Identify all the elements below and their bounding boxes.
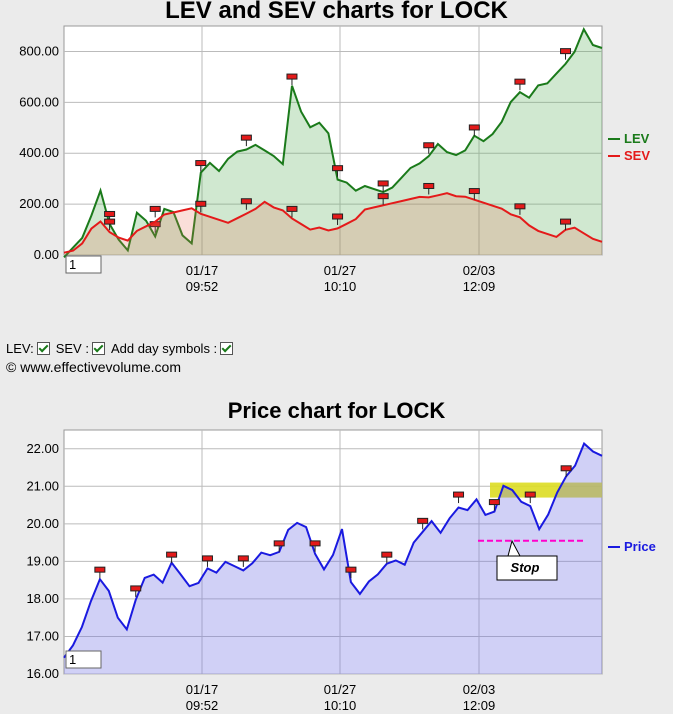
lev-checkbox[interactable] bbox=[36, 342, 50, 355]
y-tick-label: 800.00 bbox=[19, 43, 59, 58]
series-area-lev bbox=[64, 29, 602, 258]
lev-label: LEV: bbox=[6, 341, 34, 356]
series-area-sev bbox=[64, 193, 602, 255]
x-tick-date: 02/03 bbox=[463, 682, 496, 697]
day-symbol-marker bbox=[286, 205, 298, 212]
day-symbol-marker bbox=[201, 555, 213, 562]
legend-label-sev: SEV bbox=[624, 148, 650, 163]
legend-label-price: Price bbox=[624, 539, 656, 554]
stop-callout bbox=[496, 539, 558, 581]
series-line-lev bbox=[63, 27, 603, 258]
y-tick-label: 0.00 bbox=[34, 247, 59, 262]
day-symbol-marker bbox=[240, 134, 252, 141]
legend-label-lev: LEV bbox=[624, 131, 650, 146]
chart-title-price: Price chart for LOCK bbox=[227, 398, 446, 423]
chart-panel-1: 16.00 17.00 18.00 19.00 20.00 21.00 22.00 01/17… bbox=[26, 429, 656, 713]
y-tick-label: 600.00 bbox=[19, 94, 59, 109]
day-symbol-marker bbox=[524, 491, 536, 498]
y-tick-label: 19.00 bbox=[26, 553, 59, 568]
series-area-price bbox=[64, 443, 602, 674]
day-symbol-marker bbox=[104, 210, 116, 217]
series-line-price bbox=[63, 441, 603, 659]
price-band bbox=[490, 482, 602, 498]
day-symbol-marker bbox=[560, 465, 572, 472]
day-symbol-marker bbox=[417, 517, 429, 524]
x-tick-date: 01/27 bbox=[324, 263, 357, 278]
day-symbol-marker bbox=[309, 540, 321, 547]
y-tick-label: 22.00 bbox=[26, 441, 59, 456]
day-symbol-marker bbox=[514, 203, 526, 210]
day-symbol-marker bbox=[468, 188, 480, 195]
day-symbol-marker bbox=[453, 491, 465, 498]
page-number-label: 1 bbox=[69, 652, 76, 667]
page-number-box bbox=[65, 255, 102, 274]
x-tick-time: 09:52 bbox=[186, 279, 219, 294]
x-tick-time: 10:10 bbox=[324, 279, 357, 294]
y-tick-label: 200.00 bbox=[19, 196, 59, 211]
day-symbol-marker bbox=[332, 213, 344, 220]
day-symbol-marker bbox=[377, 180, 389, 187]
x-tick-time: 09:52 bbox=[186, 698, 219, 713]
y-tick-label: 17.00 bbox=[26, 628, 59, 643]
y-tick-label: 21.00 bbox=[26, 478, 59, 493]
day-symbol-marker bbox=[94, 566, 106, 573]
day-symbol-marker bbox=[345, 566, 357, 573]
y-tick-label: 20.00 bbox=[26, 516, 59, 531]
day-symbols-checkbox[interactable] bbox=[220, 342, 234, 355]
day-symbol-marker bbox=[130, 585, 142, 592]
x-tick-date: 01/27 bbox=[324, 682, 357, 697]
x-tick-date: 01/17 bbox=[186, 263, 219, 278]
day-symbol-marker bbox=[468, 124, 480, 131]
day-symbol-marker bbox=[560, 218, 572, 225]
day-symbols-label: Add day symbols : bbox=[110, 341, 218, 356]
chart-title-volume: LEV and SEV charts for LOCK bbox=[165, 0, 508, 24]
y-tick-label: 18.00 bbox=[26, 591, 59, 606]
y-tick-label: 16.00 bbox=[26, 666, 59, 681]
y-tick-label: 400.00 bbox=[19, 145, 59, 160]
day-symbol-marker bbox=[149, 205, 161, 212]
day-symbol-marker bbox=[240, 198, 252, 205]
day-symbol-marker bbox=[166, 551, 178, 558]
x-tick-time: 12:09 bbox=[463, 698, 496, 713]
x-tick-time: 12:09 bbox=[463, 279, 496, 294]
x-tick-date: 01/17 bbox=[186, 682, 219, 697]
day-symbol-marker bbox=[273, 540, 285, 547]
day-symbol-marker bbox=[195, 200, 207, 207]
stop-label: Stop bbox=[511, 560, 540, 575]
day-symbol-marker bbox=[286, 73, 298, 80]
x-tick-time: 10:10 bbox=[324, 698, 357, 713]
day-symbol-marker bbox=[104, 218, 116, 225]
day-symbol-marker bbox=[381, 551, 393, 558]
sev-checkbox[interactable] bbox=[91, 342, 105, 355]
day-symbol-marker bbox=[560, 48, 572, 55]
day-symbol-marker bbox=[195, 160, 207, 167]
chart-controls: LEV: SEV : Add day symbols : bbox=[6, 341, 236, 356]
series-line-sev bbox=[63, 192, 603, 254]
day-symbol-marker bbox=[423, 142, 435, 149]
day-symbol-marker bbox=[332, 165, 344, 172]
page-number-label: 1 bbox=[69, 257, 76, 272]
page-number-box bbox=[65, 650, 102, 669]
x-tick-date: 02/03 bbox=[463, 263, 496, 278]
copyright-text: © www.effectivevolume.com bbox=[6, 359, 182, 375]
day-symbol-marker bbox=[488, 499, 500, 506]
day-symbol-marker bbox=[237, 555, 249, 562]
day-symbol-marker bbox=[514, 78, 526, 85]
day-symbol-marker bbox=[423, 182, 435, 189]
sev-label: SEV : bbox=[55, 341, 89, 356]
day-symbol-marker bbox=[377, 193, 389, 200]
